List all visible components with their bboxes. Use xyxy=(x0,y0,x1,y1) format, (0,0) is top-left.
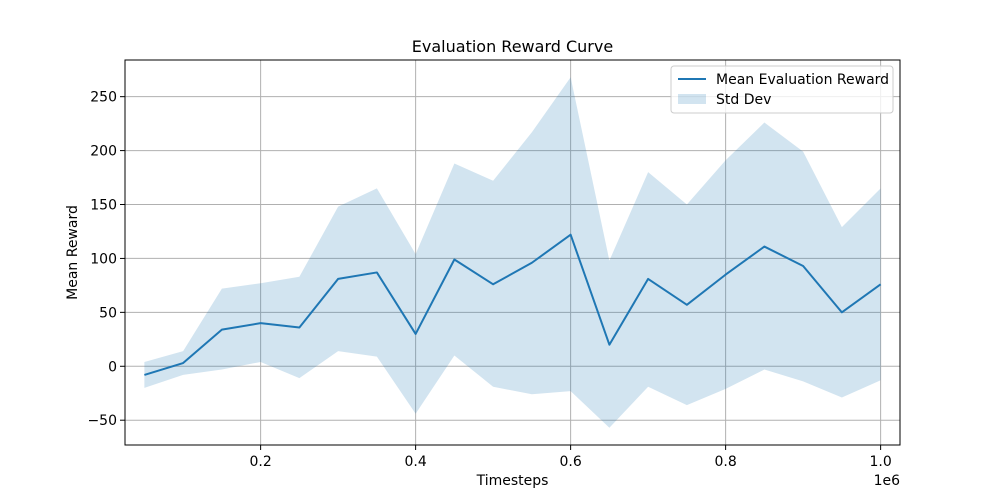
x-axis-offset-label: 1e6 xyxy=(874,473,901,489)
y-tick-label: 100 xyxy=(90,251,117,267)
legend-label-mean: Mean Evaluation Reward xyxy=(716,72,889,88)
y-tick-label: 150 xyxy=(90,198,117,214)
y-tick-label: 50 xyxy=(99,305,117,321)
legend: Mean Evaluation Reward Std Dev xyxy=(670,65,894,114)
mean-reward-line xyxy=(144,233,882,376)
y-tick-label: 200 xyxy=(90,144,117,160)
x-tick-label: 0.8 xyxy=(714,454,736,470)
x-axis-ticks: 0.2 0.4 0.6 0.8 1.0 xyxy=(249,445,892,470)
y-axis-ticks: −50 0 50 100 150 200 250 xyxy=(87,90,125,429)
x-tick-label: 1.0 xyxy=(869,454,891,470)
y-axis-title: Mean Reward xyxy=(65,205,81,300)
legend-box xyxy=(670,65,894,114)
legend-band-swatch xyxy=(678,94,706,104)
plot-frame xyxy=(124,59,901,446)
mean-line-layer xyxy=(144,233,882,376)
y-tick-label: −50 xyxy=(87,413,117,429)
x-tick-label: 0.2 xyxy=(249,454,271,470)
x-axis-title: Timesteps xyxy=(476,473,549,489)
y-tick-label: 250 xyxy=(90,90,117,106)
legend-label-std-dev: Std Dev xyxy=(716,92,771,108)
x-tick-label: 0.6 xyxy=(559,454,581,470)
chart-title: Evaluation Reward Curve xyxy=(412,37,613,56)
x-tick-label: 0.4 xyxy=(404,454,426,470)
std-dev-band xyxy=(144,77,881,428)
std-dev-band-layer xyxy=(144,77,881,428)
grid-lines xyxy=(125,60,900,445)
y-tick-label: 0 xyxy=(108,359,117,375)
